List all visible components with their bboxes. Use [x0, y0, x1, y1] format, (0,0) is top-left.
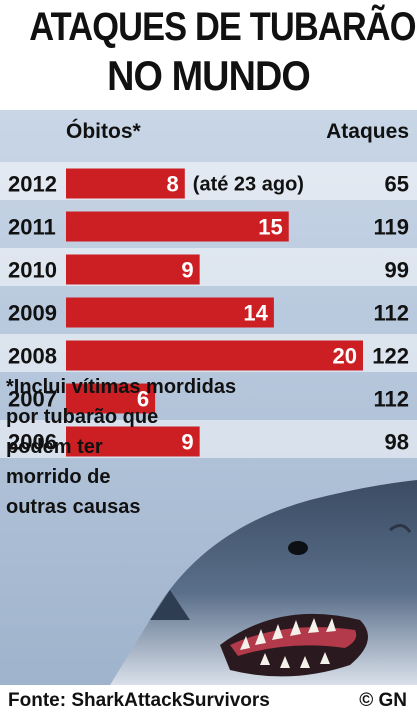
death-bar [66, 168, 185, 199]
year-label: 2009 [8, 301, 57, 326]
chart-panel: Óbitos* Ataques 2012 8 65 (até 23 ago) 2011 1… [0, 110, 417, 685]
year-label: 2007 [8, 387, 57, 412]
death-value-label: 8 [167, 172, 179, 197]
chart-title-line1: ATAQUES DE TUBARÃO [29, 5, 416, 49]
source-text: Fonte: SharkAttackSurvivors [8, 690, 270, 711]
year-label: 2010 [8, 258, 57, 283]
death-value-label: 14 [243, 301, 268, 326]
attack-value-label: 98 [385, 430, 409, 455]
year-label: 2011 [8, 215, 56, 240]
year-label: 2012 [8, 172, 57, 197]
death-bar [66, 211, 289, 242]
footnote-line: *Inclui vítimas mordidas [6, 376, 237, 398]
attack-value-label: 112 [374, 387, 410, 412]
death-value-label: 20 [333, 344, 357, 369]
death-bar [66, 383, 156, 414]
credit-text: © GN [359, 690, 407, 711]
death-bar [66, 426, 200, 457]
death-value-label: 15 [258, 215, 282, 240]
footnote-line: outras causas [6, 496, 141, 518]
attack-value-label: 112 [374, 301, 410, 326]
bar-annotation: (até 23 ago) [193, 174, 304, 196]
year-label: 2006 [8, 430, 57, 455]
footnote-line: morrido de [6, 466, 111, 488]
attacks-header: Ataques [326, 120, 409, 143]
chart-title-line2: NO MUNDO [107, 52, 311, 99]
footnote: *Inclui vítimas mordidas por tubarão que… [6, 372, 266, 522]
year-label: 2008 [8, 344, 57, 369]
attack-value-label: 65 [385, 172, 409, 197]
attack-value-label: 99 [385, 258, 409, 283]
footnote-line: por tubarão que [6, 406, 159, 428]
death-value-label: 6 [137, 387, 149, 412]
footnote-line: podem ter [6, 436, 103, 458]
death-bar [66, 254, 200, 285]
death-value-label: 9 [181, 258, 193, 283]
death-bar [66, 297, 274, 328]
deaths-header: Óbitos* [66, 120, 141, 143]
attack-value-label: 119 [374, 215, 410, 240]
death-bar [66, 340, 363, 371]
shark-illustration [110, 480, 417, 685]
attack-value-label: 122 [372, 344, 409, 369]
death-value-label: 9 [181, 430, 193, 455]
